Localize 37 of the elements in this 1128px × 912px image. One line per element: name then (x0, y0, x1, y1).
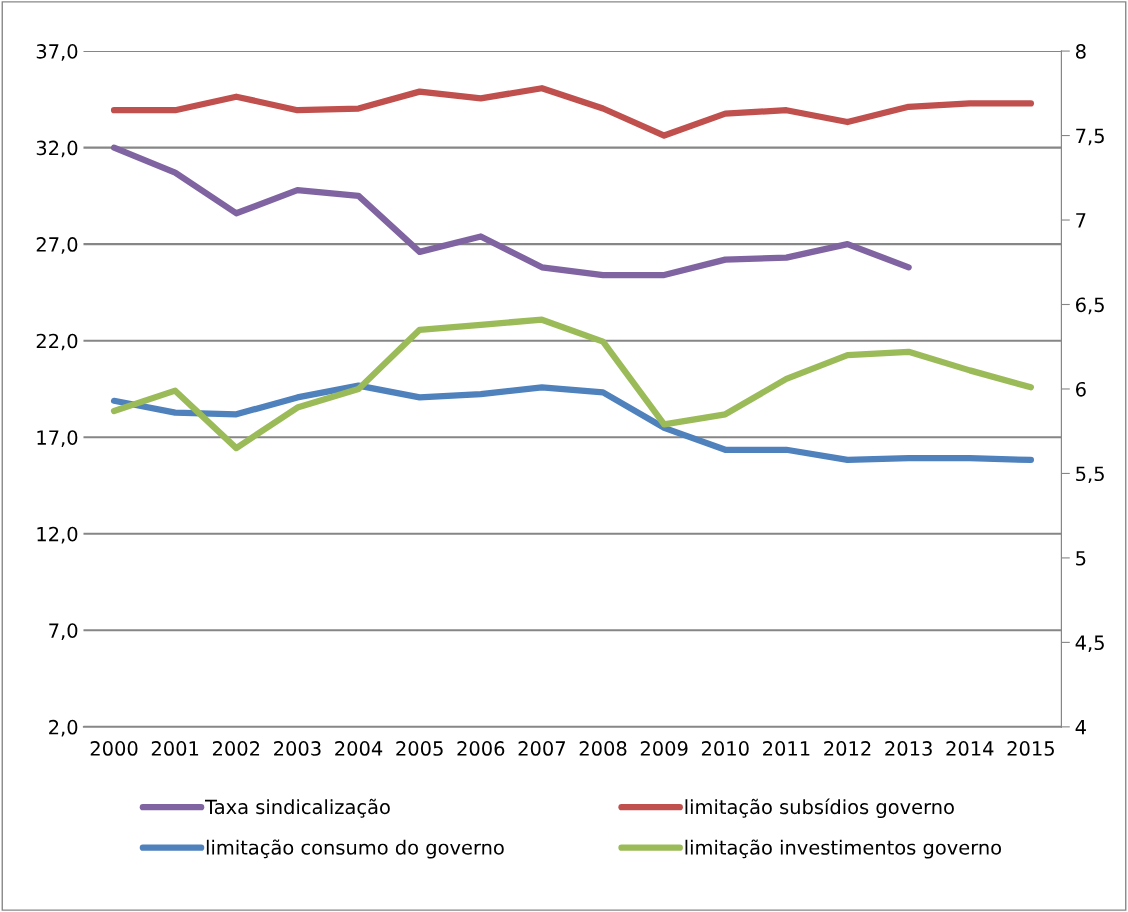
y2-tick-label: 7 (1076, 213, 1086, 228)
x-tick-label: 2003 (274, 741, 321, 756)
x-tick-label: 2012 (824, 741, 871, 756)
x-tick-label: 2007 (518, 741, 565, 756)
y-tick-label: 37,0 (36, 44, 78, 61)
y-tick-label: 27,0 (36, 237, 78, 254)
x-tick-label: 2006 (457, 741, 505, 756)
y-tick-label: 17,0 (37, 430, 78, 447)
x-tick-label: 2010 (701, 741, 749, 756)
y2-tick-label: 5 (1076, 551, 1086, 566)
y2-tick-label: 4,5 (1075, 635, 1104, 653)
y2-tick-label: 7,5 (1076, 128, 1104, 146)
x-tick-label: 2009 (640, 741, 688, 756)
x-tick-label: 2015 (1007, 741, 1054, 756)
y-tick-label: 7,0 (49, 623, 78, 640)
y-tick-label: 2,0 (49, 719, 78, 737)
y-tick-label: 22,0 (36, 333, 78, 351)
legend-label: limitação consumo do governo (206, 839, 504, 859)
legend-label: limitação investimentos governo (685, 839, 1002, 859)
y2-tick-label: 8 (1075, 44, 1086, 59)
x-tick-label: 2014 (946, 741, 994, 756)
y2-tick-label: 6,5 (1076, 297, 1104, 315)
x-tick-label: 2000 (90, 741, 138, 756)
x-tick-label: 2008 (579, 741, 627, 756)
x-tick-label: 2011 (763, 741, 810, 756)
x-tick-label: 2005 (396, 741, 443, 756)
x-tick-label: 2013 (885, 741, 932, 756)
y2-tick-label: 4 (1075, 720, 1086, 735)
legend-label: limitação subsídios governo (685, 798, 954, 819)
x-tick-label: 2004 (335, 741, 383, 756)
y-tick-label: 12,0 (37, 526, 78, 544)
y2-tick-label: 6 (1076, 381, 1086, 397)
x-tick-label: 2001 (151, 741, 199, 756)
legend-label: Taxa sindicalização (205, 798, 390, 818)
x-tick-label: 2002 (212, 741, 260, 756)
y-tick-label: 32,0 (36, 140, 78, 158)
y2-tick-label: 5,5 (1076, 466, 1104, 484)
